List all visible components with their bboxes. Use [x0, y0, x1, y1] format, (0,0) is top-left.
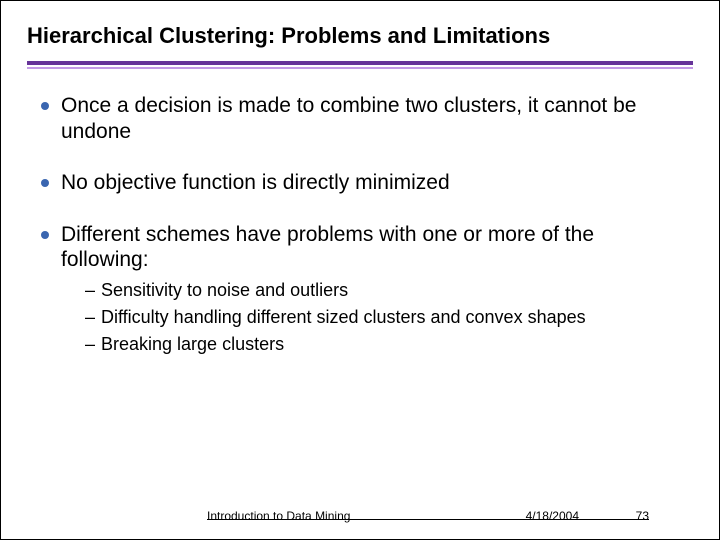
sub-bullet-text: Breaking large clusters [101, 334, 284, 354]
bullet-item: Once a decision is made to combine two c… [41, 93, 685, 144]
slide-title: Hierarchical Clustering: Problems and Li… [27, 23, 693, 49]
bullet-item: Different schemes have problems with one… [41, 222, 685, 356]
footer-page: 73 [636, 509, 649, 523]
bullet-text: Different schemes have problems with one… [61, 223, 594, 272]
bullet-list: Once a decision is made to combine two c… [41, 93, 685, 356]
sub-bullet-list: Sensitivity to noise and outliers Diffic… [61, 279, 685, 356]
sub-bullet-item: Sensitivity to noise and outliers [61, 279, 685, 302]
bullet-text: No objective function is directly minimi… [61, 171, 450, 194]
sub-bullet-text: Sensitivity to noise and outliers [101, 280, 348, 300]
sub-bullet-item: Breaking large clusters [61, 333, 685, 356]
sub-bullet-item: Difficulty handling different sized clus… [61, 306, 685, 329]
bullet-text: Once a decision is made to combine two c… [61, 94, 636, 143]
footer-course: Introduction to Data Mining [207, 509, 350, 523]
slide-content: Once a decision is made to combine two c… [27, 69, 693, 356]
bullet-item: No objective function is directly minimi… [41, 170, 685, 196]
sub-bullet-text: Difficulty handling different sized clus… [101, 307, 586, 327]
slide: Hierarchical Clustering: Problems and Li… [1, 1, 719, 539]
title-rule-thick [27, 61, 693, 65]
footer-date: 4/18/2004 [526, 509, 579, 523]
